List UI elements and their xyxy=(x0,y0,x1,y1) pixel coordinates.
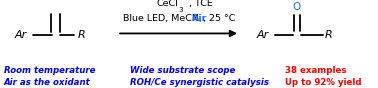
Text: Ar: Ar xyxy=(257,30,269,40)
Text: O: O xyxy=(293,2,301,12)
Text: R: R xyxy=(325,30,333,40)
Text: 3: 3 xyxy=(179,7,183,13)
Text: , TCE: , TCE xyxy=(189,0,213,8)
Text: Wide substrate scope: Wide substrate scope xyxy=(130,66,236,75)
Text: R: R xyxy=(77,30,85,40)
Text: , 25 °C: , 25 °C xyxy=(203,14,236,23)
Text: Up to 92% yield: Up to 92% yield xyxy=(285,78,362,87)
Text: Blue LED, MeCN,: Blue LED, MeCN, xyxy=(122,14,204,23)
Text: Ar: Ar xyxy=(15,30,27,40)
Text: ROH/Ce synergistic catalysis: ROH/Ce synergistic catalysis xyxy=(130,78,270,87)
Text: Air: Air xyxy=(192,14,208,23)
Text: CeCl: CeCl xyxy=(157,0,179,8)
Text: Room temperature: Room temperature xyxy=(4,66,95,75)
Text: 38 examples: 38 examples xyxy=(285,66,347,75)
Text: Air as the oxidant: Air as the oxidant xyxy=(4,78,90,87)
